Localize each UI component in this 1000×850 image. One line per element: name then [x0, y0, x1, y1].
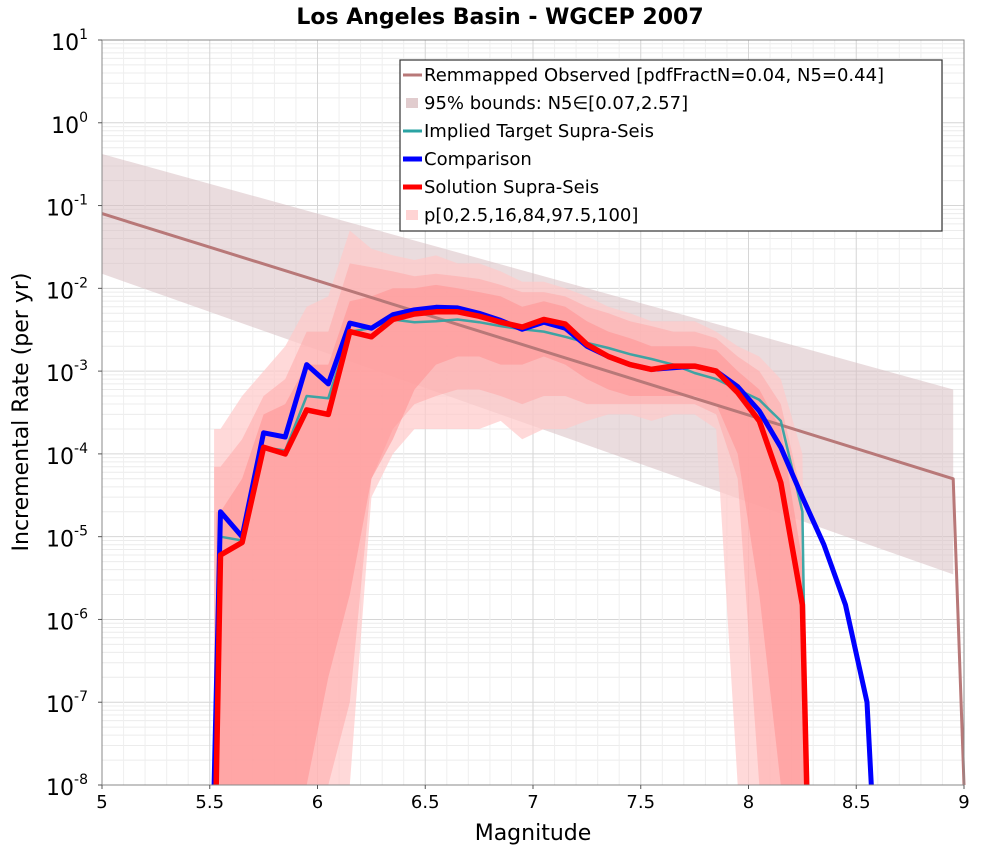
y-axis-label: Incremental Rate (per yr)	[9, 273, 34, 552]
x-tick-label: 8.5	[842, 792, 871, 813]
legend-label-solution: Solution Supra-Seis	[424, 177, 599, 198]
y-tick-base: 10	[46, 445, 74, 470]
y-tick-base: 10	[46, 776, 74, 801]
y-tick-base: 10	[46, 528, 74, 553]
y-tick-base: 10	[51, 114, 79, 139]
legend-swatch-bounds	[406, 98, 418, 108]
y-tick-exponent: -6	[74, 606, 88, 622]
y-tick-exponent: 1	[79, 27, 88, 43]
y-tick-exponent: -2	[74, 275, 88, 291]
legend-label-bounds: 95% bounds: N5∈[0.07,2.57]	[424, 93, 688, 114]
y-tick-label: 100	[51, 110, 88, 139]
y-tick-label: 10-4	[46, 441, 88, 470]
y-tick-exponent: -7	[74, 689, 88, 705]
x-tick-label: 6.5	[411, 792, 440, 813]
x-tick-label: 7	[527, 792, 538, 813]
y-tick-label: 10-7	[46, 689, 88, 718]
x-axis-label: Magnitude	[475, 821, 592, 846]
x-axis-ticks: 5 5.5 6 6.5 7 7.5 8 8.5 9	[96, 785, 970, 813]
x-tick-label: 8	[743, 792, 754, 813]
legend-swatch-fractiles_outer	[406, 210, 418, 220]
y-tick-label: 10-8	[46, 772, 88, 801]
legend-label-comparison: Comparison	[424, 149, 532, 170]
x-tick-label: 9	[958, 792, 969, 813]
y-tick-base: 10	[51, 31, 79, 56]
y-tick-base: 10	[46, 362, 74, 387]
y-tick-exponent: 0	[79, 110, 88, 126]
x-tick-label: 6	[312, 792, 323, 813]
y-tick-base: 10	[46, 197, 74, 222]
legend-label-fractiles_outer: p[0,2.5,16,84,97.5,100]	[424, 205, 638, 226]
y-tick-exponent: -8	[74, 772, 88, 788]
series-line-observed	[101, 212, 966, 786]
y-tick-label: 101	[51, 27, 88, 56]
x-tick-label: 5.5	[195, 792, 224, 813]
y-tick-label: 10-6	[46, 606, 88, 635]
y-tick-exponent: -3	[74, 358, 88, 374]
chart-title: Los Angeles Basin - WGCEP 2007	[296, 5, 703, 30]
y-tick-exponent: -5	[74, 524, 88, 540]
x-tick-label: 7.5	[626, 792, 655, 813]
y-tick-base: 10	[46, 279, 74, 304]
y-tick-exponent: -1	[74, 193, 88, 209]
legend-label-observed: Remmapped Observed [pdfFractN=0.04, N5=0…	[424, 65, 884, 86]
y-tick-label: 10-1	[46, 193, 88, 222]
legend: Remmapped Observed [pdfFractN=0.04, N5=0…	[399, 59, 943, 232]
x-tick-label: 5	[96, 792, 107, 813]
y-tick-label: 10-5	[46, 524, 88, 553]
legend-box	[399, 59, 943, 232]
y-tick-label: 10-3	[46, 358, 88, 387]
band-fractiles_inner	[216, 284, 807, 785]
y-tick-base: 10	[46, 610, 74, 635]
legend-label-target: Implied Target Supra-Seis	[424, 121, 654, 142]
series-line-solution	[213, 309, 810, 786]
y-tick-base: 10	[46, 693, 74, 718]
y-tick-label: 10-2	[46, 275, 88, 304]
series-lines	[101, 212, 966, 786]
y-tick-exponent: -4	[74, 441, 88, 457]
